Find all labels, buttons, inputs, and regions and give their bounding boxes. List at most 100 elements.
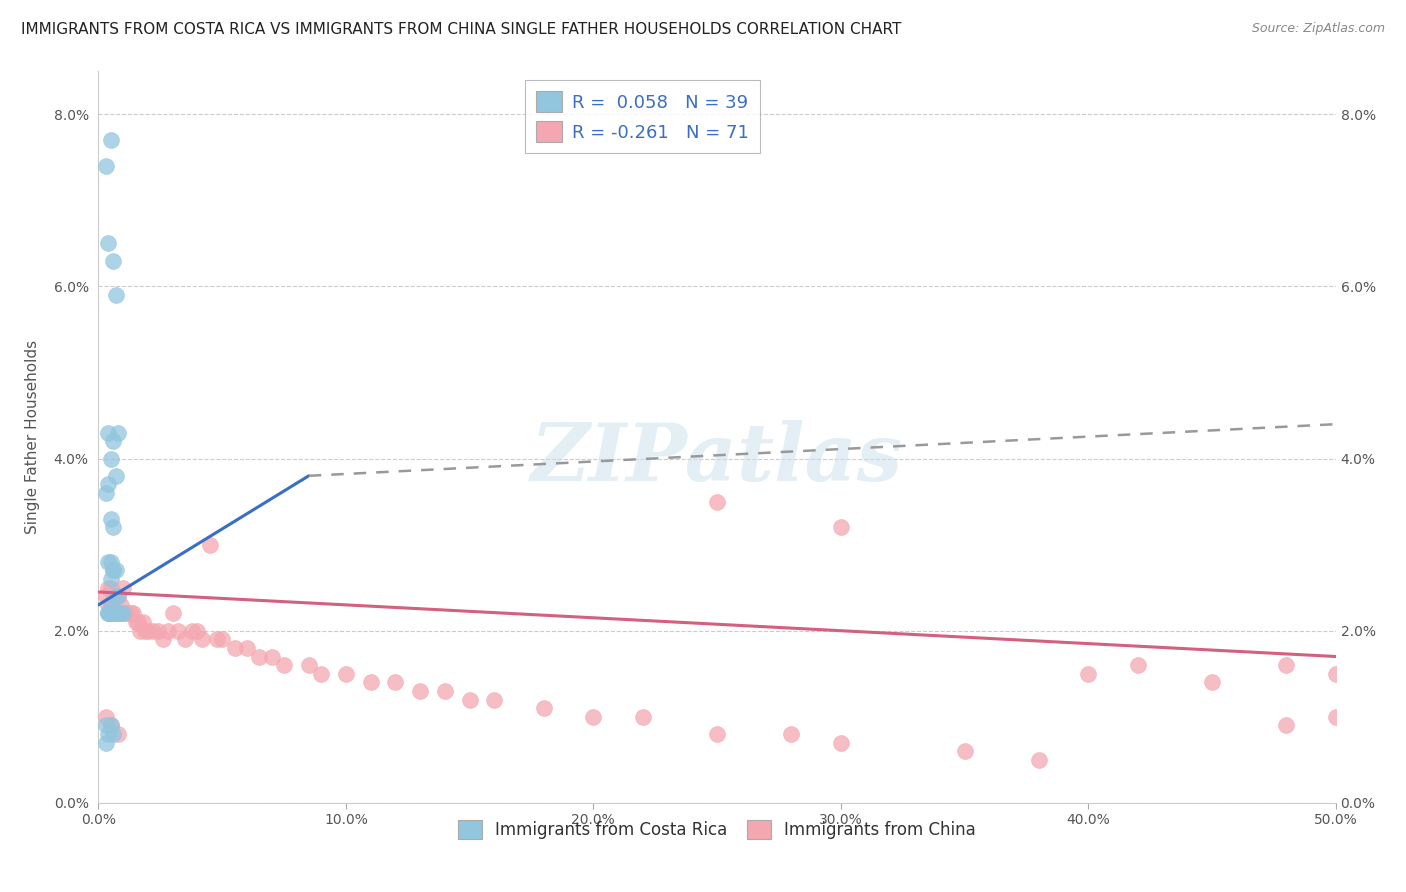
Point	[127, 615, 149, 629]
Point	[112, 581, 135, 595]
Point	[103, 607, 125, 621]
Point	[97, 236, 120, 251]
Point	[100, 133, 122, 147]
Point	[103, 520, 125, 534]
Point	[186, 624, 208, 638]
Point	[103, 607, 125, 621]
Point	[107, 589, 129, 603]
Point	[191, 632, 214, 647]
Point	[97, 425, 120, 440]
Point	[94, 718, 117, 732]
Point	[1201, 675, 1223, 690]
Point	[100, 451, 122, 466]
Point	[124, 615, 146, 629]
Point	[484, 692, 506, 706]
Point	[152, 632, 174, 647]
Point	[112, 607, 135, 621]
Text: IMMIGRANTS FROM COSTA RICA VS IMMIGRANTS FROM CHINA SINGLE FATHER HOUSEHOLDS COR: IMMIGRANTS FROM COSTA RICA VS IMMIGRANTS…	[21, 22, 901, 37]
Point	[100, 607, 122, 621]
Text: ZIPatlas: ZIPatlas	[531, 420, 903, 498]
Point	[97, 607, 120, 621]
Point	[110, 607, 132, 621]
Point	[100, 607, 122, 621]
Point	[94, 710, 117, 724]
Point	[114, 607, 136, 621]
Point	[830, 520, 852, 534]
Point	[1126, 658, 1149, 673]
Point	[146, 624, 169, 638]
Point	[706, 727, 728, 741]
Point	[132, 615, 155, 629]
Point	[104, 468, 127, 483]
Point	[458, 692, 481, 706]
Point	[100, 598, 122, 612]
Point	[94, 589, 117, 603]
Point	[97, 581, 120, 595]
Point	[112, 607, 135, 621]
Point	[1028, 753, 1050, 767]
Text: Source: ZipAtlas.com: Source: ZipAtlas.com	[1251, 22, 1385, 36]
Point	[97, 555, 120, 569]
Point	[104, 607, 127, 621]
Point	[97, 477, 120, 491]
Point	[1275, 658, 1298, 673]
Point	[142, 624, 165, 638]
Point	[104, 589, 127, 603]
Point	[166, 624, 188, 638]
Point	[433, 684, 456, 698]
Point	[706, 494, 728, 508]
Point	[100, 718, 122, 732]
Point	[247, 649, 270, 664]
Point	[120, 607, 142, 621]
Point	[631, 710, 654, 724]
Point	[830, 735, 852, 749]
Point	[107, 607, 129, 621]
Point	[97, 727, 120, 741]
Point	[100, 512, 122, 526]
Point	[533, 701, 555, 715]
Point	[205, 632, 228, 647]
Point	[94, 159, 117, 173]
Point	[211, 632, 233, 647]
Point	[103, 434, 125, 449]
Point	[198, 538, 221, 552]
Point	[224, 640, 246, 655]
Point	[103, 564, 125, 578]
Point	[103, 727, 125, 741]
Point	[104, 564, 127, 578]
Point	[409, 684, 432, 698]
Point	[1077, 666, 1099, 681]
Point	[103, 589, 125, 603]
Point	[107, 589, 129, 603]
Point	[97, 607, 120, 621]
Legend: Immigrants from Costa Rica, Immigrants from China: Immigrants from Costa Rica, Immigrants f…	[451, 814, 983, 846]
Point	[103, 564, 125, 578]
Point	[1324, 666, 1347, 681]
Point	[298, 658, 321, 673]
Point	[107, 727, 129, 741]
Point	[107, 425, 129, 440]
Point	[335, 666, 357, 681]
Point	[104, 607, 127, 621]
Point	[97, 607, 120, 621]
Point	[122, 607, 145, 621]
Point	[162, 607, 184, 621]
Point	[1275, 718, 1298, 732]
Point	[103, 607, 125, 621]
Point	[1324, 710, 1347, 724]
Point	[100, 598, 122, 612]
Point	[117, 607, 139, 621]
Point	[94, 735, 117, 749]
Point	[780, 727, 803, 741]
Y-axis label: Single Father Households: Single Father Households	[25, 340, 39, 534]
Point	[309, 666, 332, 681]
Point	[110, 598, 132, 612]
Point	[103, 253, 125, 268]
Point	[582, 710, 605, 724]
Point	[107, 607, 129, 621]
Point	[156, 624, 179, 638]
Point	[94, 486, 117, 500]
Point	[953, 744, 976, 758]
Point	[100, 581, 122, 595]
Point	[100, 718, 122, 732]
